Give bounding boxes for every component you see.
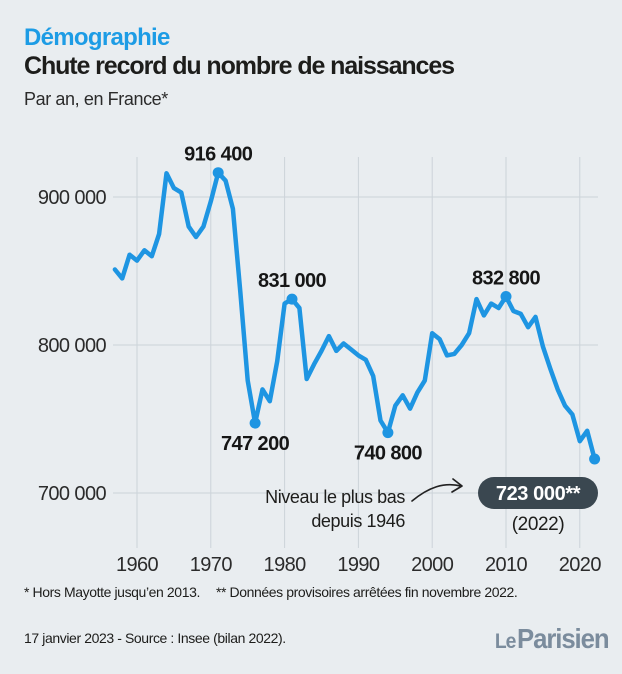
value-badge: 723 000** (2022) <box>478 477 598 535</box>
data-point-2022 <box>589 453 601 465</box>
y-tick-label-800000: 800 000 <box>38 335 107 357</box>
annotation-arrow-line <box>411 483 462 502</box>
data-label-2010: 832 800 <box>472 268 541 290</box>
data-label-1971: 916 400 <box>184 144 253 166</box>
annotation-arrowhead-icon <box>451 478 463 493</box>
badge-value: 723 000** <box>496 483 581 505</box>
x-tick-label-2000: 2000 <box>411 554 454 576</box>
page-title: Chute record du nombre de naissances <box>24 52 455 80</box>
x-tick-label-2020: 2020 <box>559 554 602 576</box>
kicker: Démographie <box>24 24 170 51</box>
x-axis-labels: 1960 1970 1980 1990 2000 2010 2020 <box>116 554 602 576</box>
x-tick-label-1990: 1990 <box>337 554 380 576</box>
data-point-1976 <box>249 417 261 429</box>
y-tick-label-700000: 700 000 <box>38 483 107 505</box>
y-axis-labels: 900 000 800 000 700 000 <box>38 187 107 505</box>
x-tick-label-2010: 2010 <box>485 554 528 576</box>
chart-subtitle: Par an, en France* <box>24 89 168 109</box>
data-point-2010 <box>500 291 512 302</box>
y-tick-label-900000: 900 000 <box>38 187 107 209</box>
annotation-line2: depuis 1946 <box>311 511 405 531</box>
data-callouts: 916 400 747 200 831 000 740 800 832 800 <box>184 144 601 465</box>
data-label-1994: 740 800 <box>354 443 423 465</box>
data-point-1994 <box>382 427 394 439</box>
logo-parisien: Parisien <box>516 623 610 654</box>
data-point-1981 <box>286 293 298 305</box>
le-parisien-logo: Le Parisien <box>494 623 610 655</box>
footnote: * Hors Mayotte jusqu’en 2013. ** Données … <box>24 584 518 600</box>
logo-le: Le <box>494 630 515 653</box>
badge-year: (2022) <box>512 514 565 535</box>
footnote-double-asterisk: ** Données provisoires arrêtées fin nove… <box>215 584 518 600</box>
annotation-line1: Niveau le plus bas <box>265 487 405 507</box>
annotation: Niveau le plus bas depuis 1946 <box>265 478 463 531</box>
source-line: 17 janvier 2023 - Source : Insee (bilan … <box>24 630 286 646</box>
data-point-1971 <box>212 167 224 179</box>
x-tick-label-1970: 1970 <box>190 554 233 576</box>
births-line <box>112 170 597 462</box>
data-label-1976: 747 200 <box>221 433 290 455</box>
data-label-1981: 831 000 <box>258 270 327 292</box>
x-tick-label-1960: 1960 <box>116 554 159 576</box>
badge-background <box>478 477 598 509</box>
footnote-asterisk: * Hors Mayotte jusqu’en 2013. <box>24 584 200 600</box>
x-tick-label-1980: 1980 <box>264 554 307 576</box>
